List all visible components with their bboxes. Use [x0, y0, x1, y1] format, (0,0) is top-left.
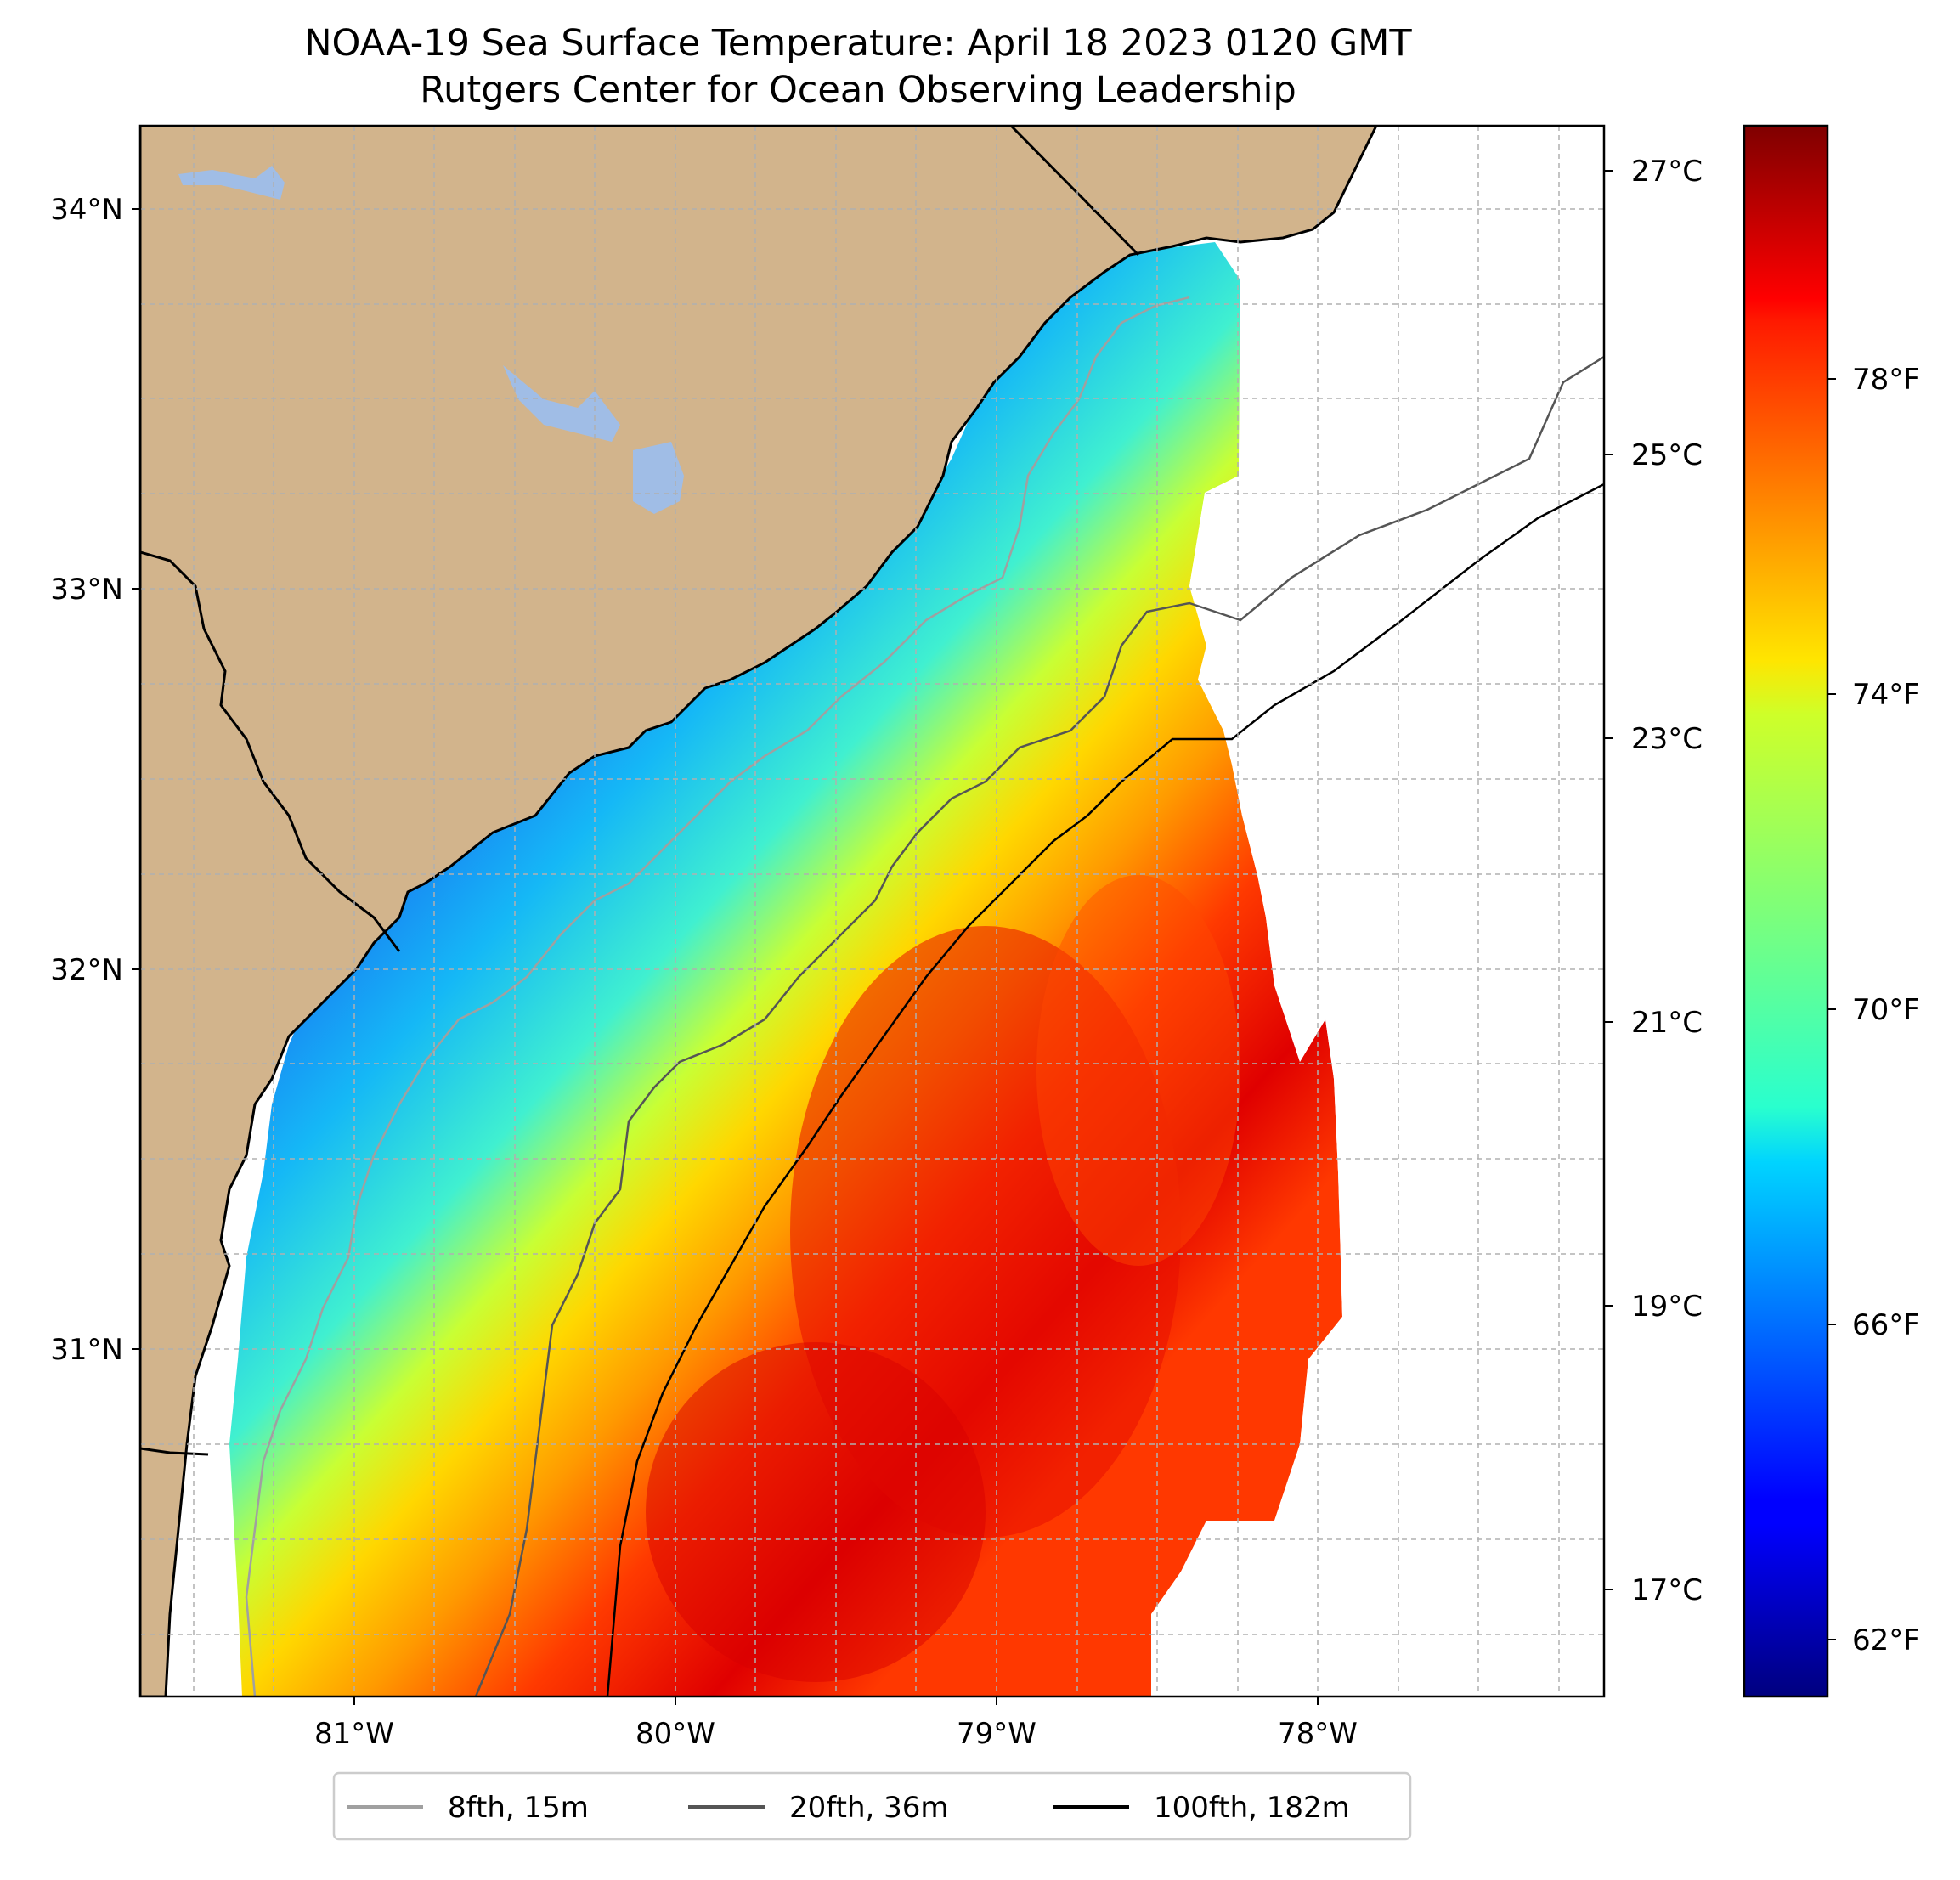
fahrenheit-tick-label: 66°F — [1852, 1308, 1920, 1342]
fahrenheit-tick-label: 74°F — [1852, 678, 1920, 712]
lat-tick-label: 32°N — [50, 953, 123, 987]
celsius-tick-label: 23°C — [1631, 722, 1703, 756]
lon-axis: 81°W 80°W 79°W 78°W — [314, 1697, 1358, 1751]
lon-tick-label: 78°W — [1278, 1717, 1358, 1751]
colorbar: 27°C 25°C 23°C 21°C 19°C 17°C 78°F 74°F … — [1604, 124, 1920, 1698]
isobath-8fth — [245, 296, 1190, 1697]
lat-tick-label: 34°N — [50, 193, 123, 227]
lake-marion — [503, 365, 620, 442]
figure-title-line1: NOAA-19 Sea Surface Temperature: April 1… — [304, 22, 1412, 65]
lon-tick-label: 80°W — [635, 1717, 715, 1751]
legend-label: 20fth, 36m — [789, 1791, 949, 1825]
legend-box — [332, 1771, 1412, 1841]
legend-label: 8fth, 15m — [448, 1791, 589, 1825]
celsius-tick-label: 27°C — [1631, 155, 1703, 189]
warm-core-3 — [1036, 875, 1240, 1266]
fahrenheit-tick-label: 70°F — [1852, 993, 1920, 1027]
lon-tick-label: 79°W — [957, 1717, 1036, 1751]
legend-label: 100fth, 182m — [1154, 1791, 1350, 1825]
celsius-tick-label: 19°C — [1631, 1290, 1703, 1324]
map-frame — [138, 124, 1606, 1698]
state-boundary-ga-fl — [140, 1447, 209, 1456]
isobath-20fth — [474, 355, 1604, 1697]
isobath-100fth — [606, 483, 1604, 1697]
colorbar-gradient — [1743, 124, 1829, 1698]
fahrenheit-tick-label: 62°F — [1852, 1623, 1920, 1657]
map-area — [140, 126, 1604, 1697]
lat-tick-label: 33°N — [50, 573, 123, 607]
legend: 8fth, 15m 20fth, 36m 100fth, 182m — [332, 1771, 1412, 1841]
fahrenheit-tick-label: 78°F — [1852, 363, 1920, 397]
land — [140, 126, 1378, 1697]
state-boundary-nc-sc — [1009, 126, 1140, 257]
lat-axis: 34°N 33°N 32°N 31°N — [50, 193, 140, 1367]
state-boundary-sc-ga — [140, 550, 401, 952]
figure-title-line2: Rutgers Center for Ocean Observing Leade… — [420, 69, 1296, 111]
celsius-tick-label: 17°C — [1631, 1573, 1703, 1607]
lake-moultrie — [633, 442, 684, 514]
lake-north — [178, 166, 285, 200]
lon-tick-label: 81°W — [314, 1717, 394, 1751]
gridlines — [140, 126, 1604, 1697]
celsius-tick-label: 25°C — [1631, 438, 1703, 472]
lat-tick-label: 31°N — [50, 1333, 123, 1367]
celsius-tick-label: 21°C — [1631, 1006, 1703, 1040]
warm-core-2 — [646, 1342, 986, 1682]
